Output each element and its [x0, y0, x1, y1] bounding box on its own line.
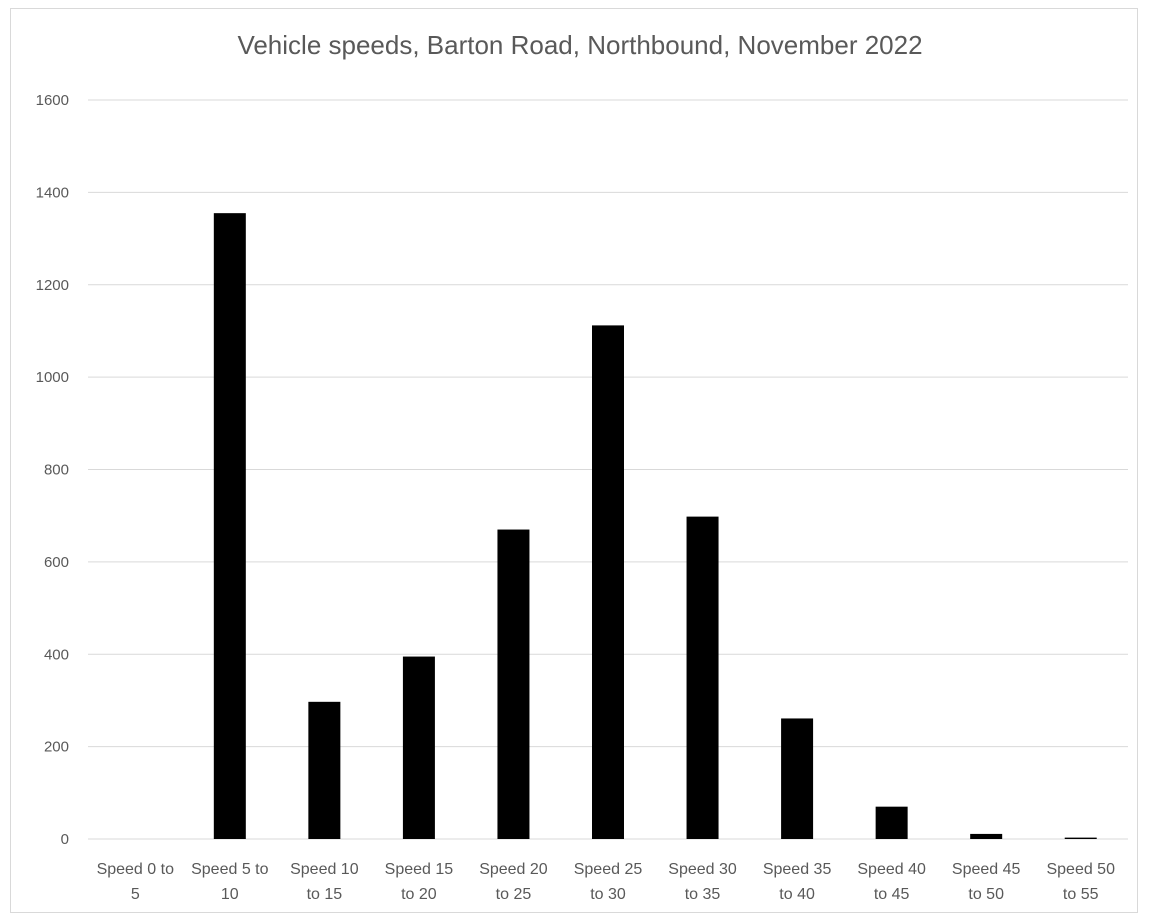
x-tick-label: to 45 — [874, 886, 910, 903]
x-tick-label: Speed 30 — [668, 861, 737, 878]
x-tick-label: to 25 — [496, 886, 532, 903]
y-tick-label: 400 — [44, 646, 69, 663]
y-tick-label: 1000 — [36, 369, 69, 386]
x-tick-label: Speed 35 — [763, 861, 832, 878]
chart-frame — [10, 8, 1138, 913]
y-tick-label: 800 — [44, 462, 69, 479]
x-tick-label: Speed 45 — [952, 861, 1021, 878]
y-tick-label: 200 — [44, 739, 69, 756]
bar — [781, 718, 814, 839]
bar — [213, 213, 246, 840]
bar — [592, 325, 624, 839]
y-tick-label: 1600 — [36, 92, 69, 109]
x-tick-label: Speed 25 — [574, 861, 643, 878]
x-tick-label: to 20 — [401, 886, 437, 903]
bar — [686, 516, 719, 839]
x-tick-label: to 30 — [590, 886, 626, 903]
x-tick-label: to 40 — [779, 886, 815, 903]
x-tick-label: Speed 20 — [479, 861, 548, 878]
x-tick-label: 5 — [131, 886, 140, 903]
bar — [1064, 837, 1097, 839]
x-tick-label: to 15 — [307, 886, 343, 903]
bar — [497, 529, 530, 839]
x-tick-label: Speed 40 — [857, 861, 926, 878]
y-tick-label: 1400 — [36, 184, 69, 201]
x-tick-label: to 50 — [968, 886, 1004, 903]
x-tick-label: to 35 — [685, 886, 721, 903]
y-tick-label: 600 — [44, 554, 69, 571]
y-tick-label: 1200 — [36, 277, 69, 294]
x-tick-label: Speed 0 to — [97, 861, 175, 878]
bar — [875, 806, 908, 839]
y-tick-label: 0 — [61, 831, 69, 848]
bar — [308, 701, 341, 839]
x-tick-label: Speed 5 to — [191, 861, 269, 878]
bar — [970, 833, 1003, 839]
x-tick-label: Speed 10 — [290, 861, 359, 878]
x-tick-label: to 55 — [1063, 886, 1099, 903]
chart-title: Vehicle speeds, Barton Road, Northbound,… — [237, 30, 923, 60]
x-tick-label: Speed 50 — [1046, 861, 1115, 878]
x-tick-label: Speed 15 — [385, 861, 454, 878]
x-tick-label: 10 — [221, 886, 239, 903]
bar — [402, 656, 435, 839]
